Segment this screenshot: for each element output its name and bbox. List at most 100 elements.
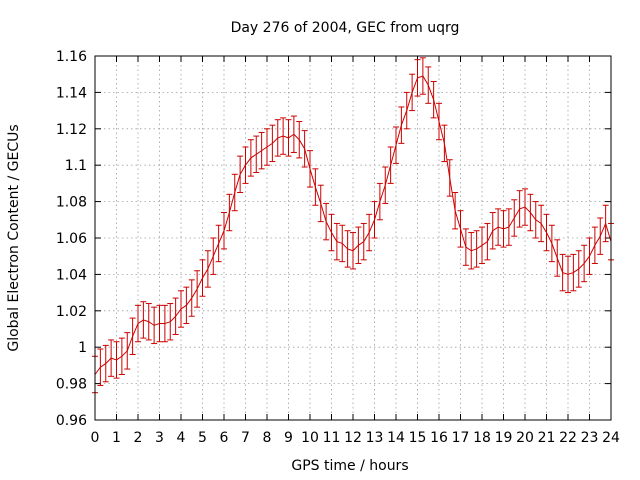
error-bar-point [317, 184, 324, 223]
x-tick-label: 5 [198, 430, 207, 446]
error-bar-point [500, 210, 507, 248]
error-bar-point [419, 57, 426, 95]
y-tick-label: 1.1 [65, 158, 87, 174]
error-bar-point [344, 230, 351, 268]
error-bar-point [457, 210, 464, 248]
x-tick-label: 0 [91, 430, 100, 446]
error-bar-point [124, 332, 131, 370]
error-bar-point [226, 193, 233, 232]
error-bar-point [145, 303, 152, 341]
x-tick-label: 4 [177, 430, 186, 446]
error-bar-point [554, 239, 561, 277]
error-bar-point [591, 226, 598, 264]
error-bar-point [118, 337, 125, 375]
y-tick-label: 1 [78, 340, 87, 356]
error-bar-point [135, 304, 141, 343]
error-bar-point [247, 139, 254, 177]
x-tick-label: 16 [430, 430, 448, 446]
error-bar-point [215, 224, 222, 263]
y-tick-label: 1.16 [56, 49, 87, 65]
error-bar-point [285, 119, 292, 157]
error-bar-point [376, 182, 383, 221]
error-bar-point [581, 244, 588, 283]
error-bar-point [436, 102, 442, 141]
x-tick-label: 11 [323, 430, 341, 446]
error-bar-point [102, 344, 109, 383]
error-bar-point [414, 59, 421, 97]
error-bar-point [398, 106, 405, 144]
error-bar-point [221, 212, 227, 250]
x-tick-label: 19 [495, 430, 513, 446]
error-bar-point [151, 306, 158, 345]
error-bar-point [559, 253, 566, 292]
error-bar-point [301, 130, 308, 168]
error-bar-point [253, 135, 260, 173]
error-bar-point [178, 290, 184, 328]
error-bar-point [430, 80, 437, 119]
error-bar-point [156, 304, 163, 343]
error-bar-point [167, 303, 174, 341]
error-bar-point [328, 213, 335, 252]
series-line [94, 75, 612, 375]
x-tick-label: 17 [452, 430, 470, 446]
error-bar-point [108, 339, 115, 377]
data-series [92, 57, 614, 394]
error-bar-point [290, 115, 297, 153]
error-bar-point [97, 348, 104, 386]
x-tick-label: 24 [602, 430, 620, 446]
x-tick-label: 14 [387, 430, 405, 446]
error-bar-point [312, 168, 319, 206]
error-bar-point [522, 188, 528, 226]
x-tick-label: 6 [220, 430, 229, 446]
error-bar-point [274, 119, 281, 157]
y-tick-label: 1.04 [56, 267, 87, 283]
error-bar-point [113, 341, 120, 379]
tick-labels: 0.96 0.98 1 1.02 1.04 1.06 1.08 1.1 1.12 1.14 1.16… [56, 49, 620, 446]
error-bar-point [355, 226, 362, 264]
error-bar-point [570, 253, 577, 292]
error-bar-point [565, 255, 571, 294]
error-bar-point [382, 166, 389, 204]
error-bar-point [210, 237, 217, 275]
x-tick-label: 22 [559, 430, 577, 446]
error-bar-point [575, 250, 582, 288]
error-bar-point [204, 250, 211, 288]
error-bar-point [452, 192, 459, 230]
error-bar-point [307, 150, 313, 188]
x-tick-label: 13 [366, 430, 384, 446]
error-bar-point [548, 224, 555, 263]
error-bar-point [468, 232, 475, 270]
error-bar-point [360, 222, 367, 261]
error-bar-point [489, 212, 496, 250]
error-bar-point [446, 159, 453, 197]
x-tick-label: 9 [284, 430, 293, 446]
x-tick-label: 23 [581, 430, 599, 446]
y-tick-label: 1.12 [56, 122, 87, 138]
error-bar-point [199, 259, 206, 297]
error-bar-point [242, 146, 249, 184]
error-bar-point [323, 202, 330, 241]
y-tick-label: 1.08 [56, 195, 87, 211]
x-tick-label: 15 [409, 430, 427, 446]
error-bar-point [237, 155, 244, 193]
x-tick-label: 2 [134, 430, 143, 446]
error-bar-point [188, 279, 195, 317]
error-bar-point [339, 224, 346, 263]
error-bar-point [441, 124, 448, 163]
axis-ticks [94, 55, 612, 421]
error-bar-point [473, 230, 480, 268]
error-bar-point [258, 131, 265, 170]
chart-title: Day 276 of 2004, GEC from uqrg [231, 20, 460, 36]
y-tick-label: 1.14 [56, 85, 87, 101]
error-bar-point [231, 173, 238, 212]
error-bar-point [350, 232, 356, 270]
error-bar-point [516, 190, 523, 228]
x-tick-label: 20 [516, 430, 534, 446]
x-tick-label: 10 [301, 430, 319, 446]
y-tick-label: 0.98 [56, 377, 87, 393]
error-bar-point [172, 297, 179, 335]
error-bar-point [538, 204, 545, 243]
error-bar-point [371, 201, 378, 239]
error-bar-point [597, 217, 604, 255]
